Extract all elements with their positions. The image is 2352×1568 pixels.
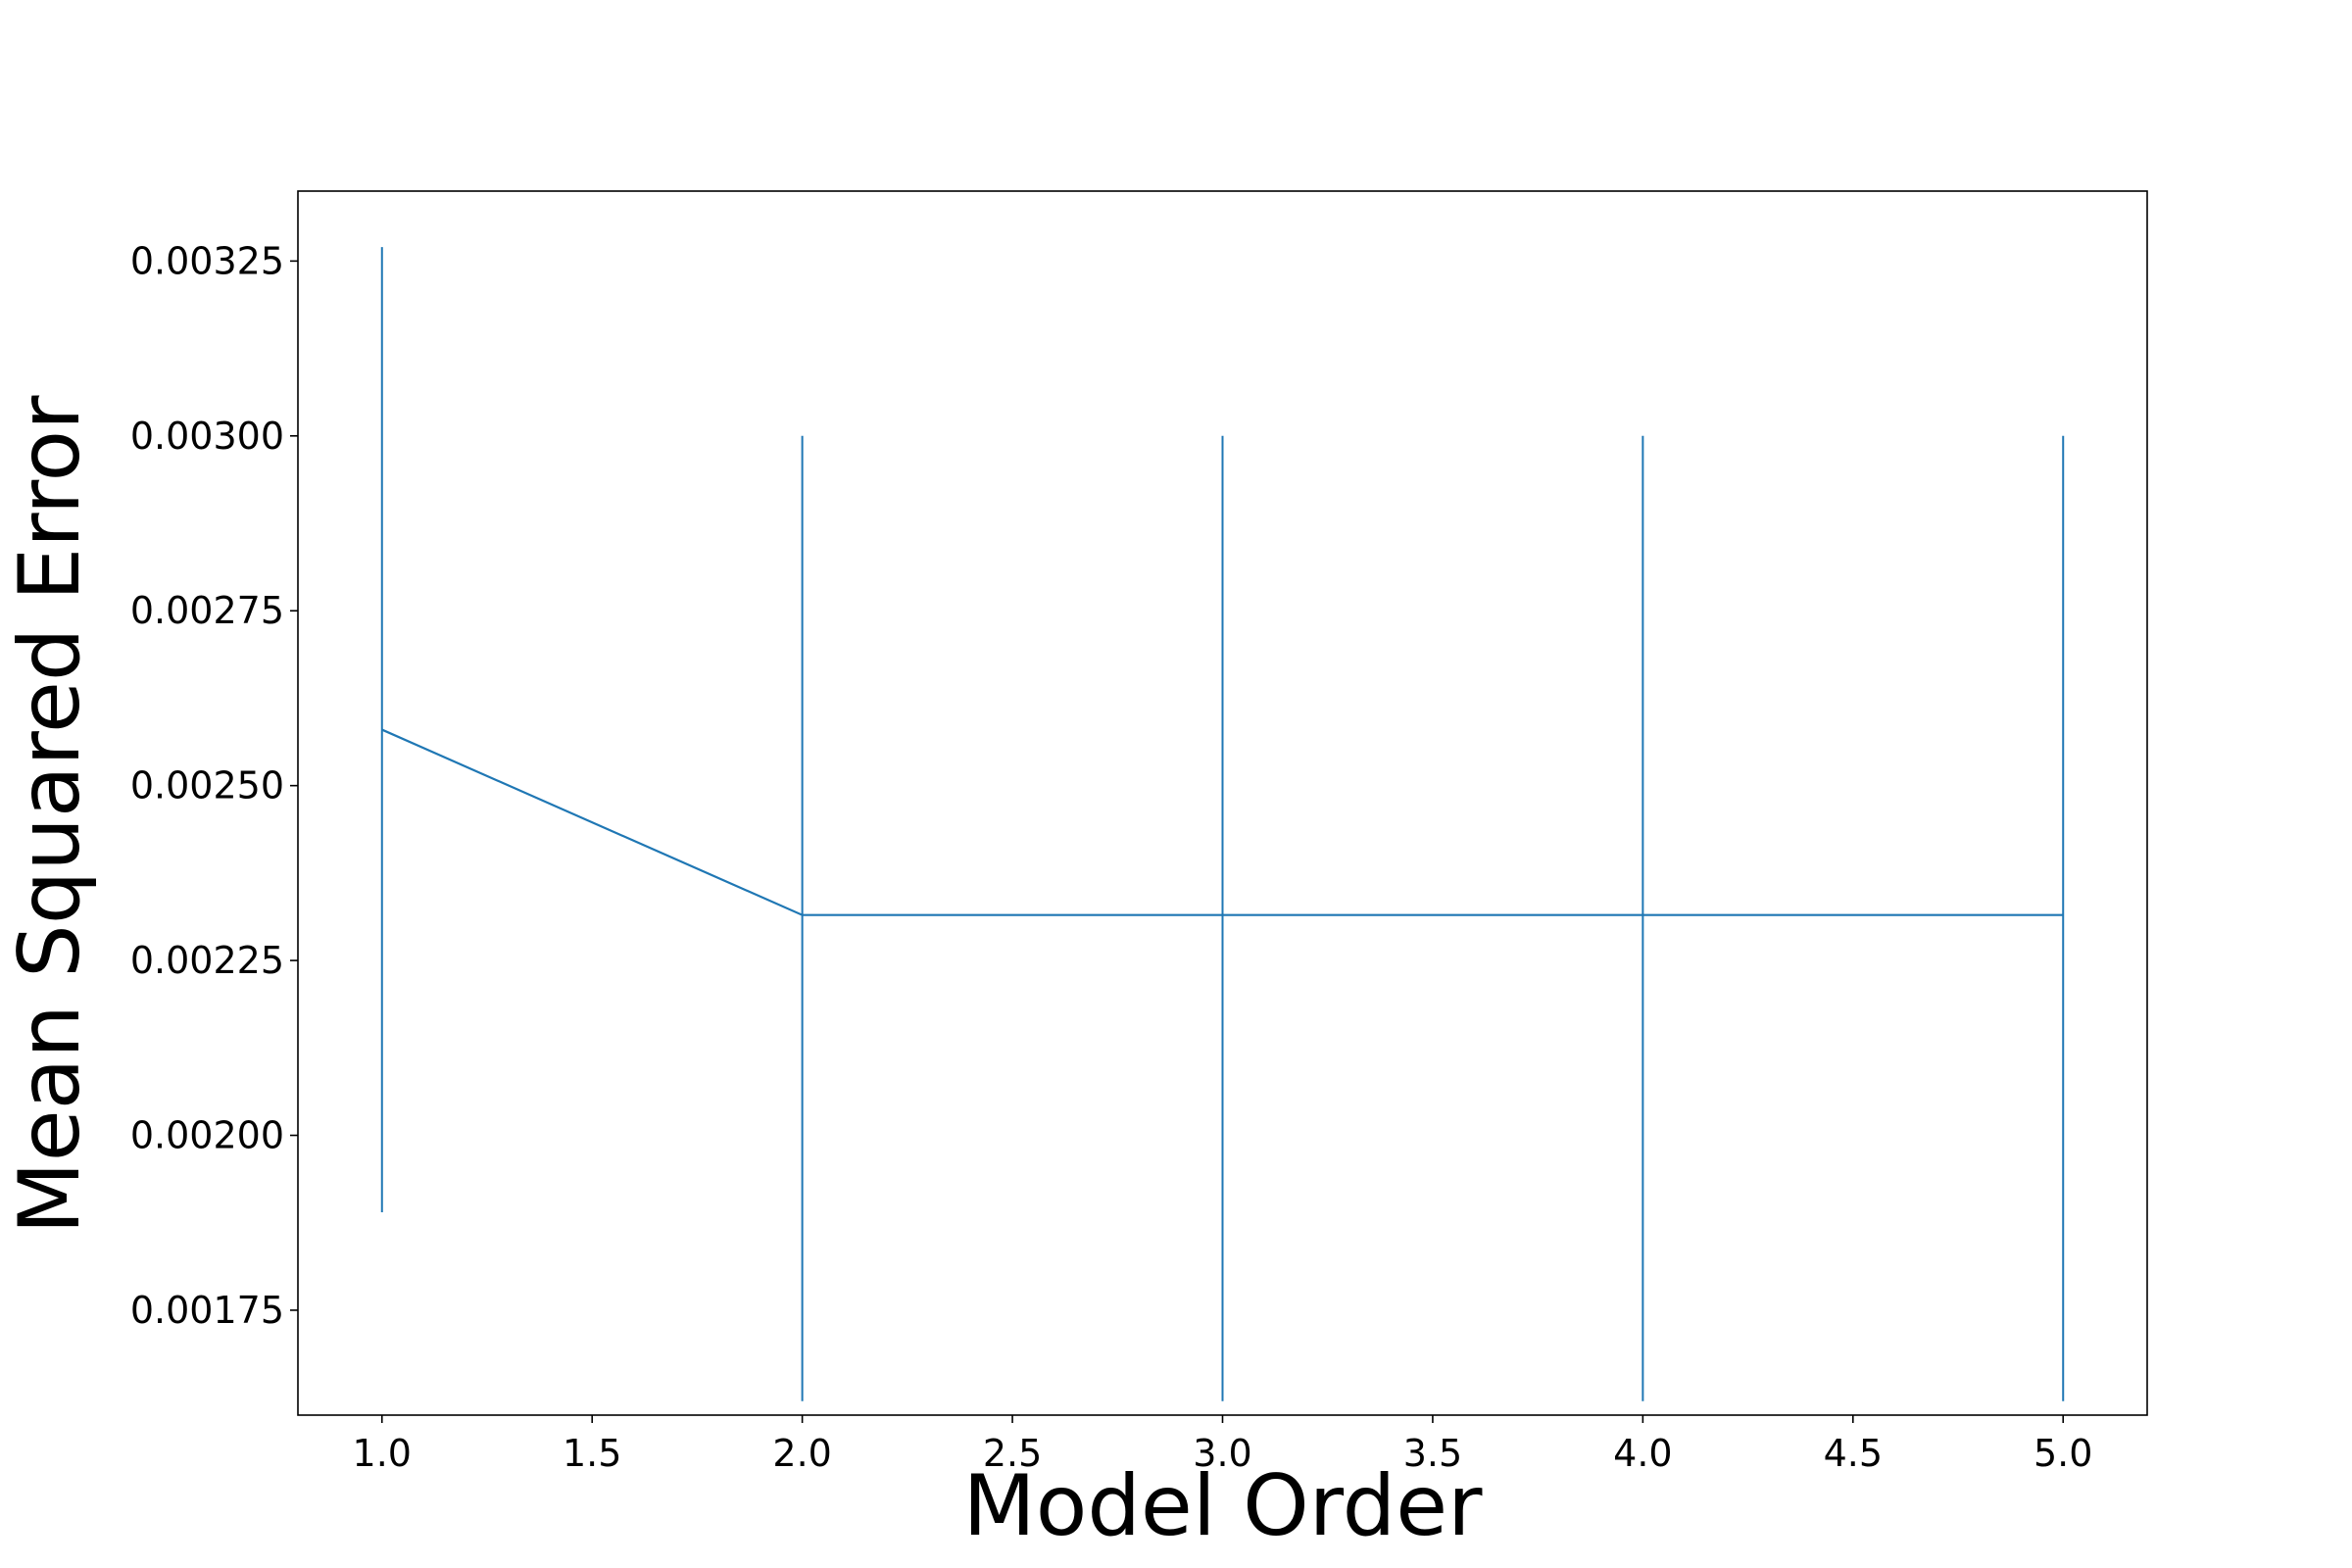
x-tick-label: 3.5 — [1403, 1432, 1462, 1475]
y-tick-label: 0.00250 — [130, 764, 284, 808]
y-tick-label: 0.00200 — [130, 1114, 284, 1157]
x-tick-label: 5.0 — [2034, 1432, 2092, 1475]
x-axis-label: Model Order — [963, 1457, 1484, 1555]
x-tick-label: 2.5 — [983, 1432, 1042, 1475]
plot-area: 1.0 1.5 2.0 2.5 3.0 3.5 4.0 4.5 5.0 0.00175 0.0020… — [130, 190, 2148, 1475]
x-tick-label: 1.0 — [353, 1432, 412, 1475]
x-tick-label: 1.5 — [563, 1432, 621, 1475]
x-tick-label: 4.0 — [1613, 1432, 1672, 1475]
x-tick-label: 2.0 — [772, 1432, 831, 1475]
x-tick-label: 4.5 — [1824, 1432, 1883, 1475]
y-tick-label: 0.00325 — [130, 239, 284, 282]
series-line — [381, 728, 2064, 916]
y-tick-label: 0.00175 — [130, 1289, 284, 1332]
y-axis-label: Mean Squared Error — [1, 395, 99, 1235]
x-tick-label: 3.0 — [1193, 1432, 1251, 1475]
y-tick-label: 0.00225 — [130, 939, 284, 982]
y-tick-label: 0.00275 — [130, 589, 284, 632]
y-tick-label: 0.00300 — [130, 415, 284, 458]
